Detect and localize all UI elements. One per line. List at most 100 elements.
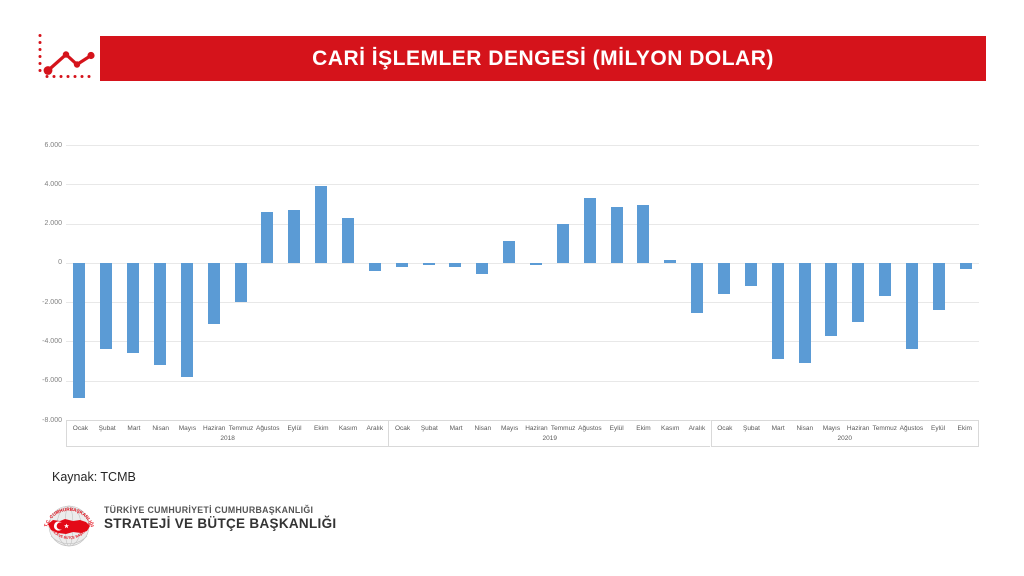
org-name-line1: TÜRKİYE CUMHURİYETİ CUMHURBAŞKANLIĞI: [104, 505, 314, 515]
month-label: Ocak: [717, 425, 733, 432]
month-label: Ekim: [636, 425, 651, 432]
bar-2020-: [717, 262, 730, 295]
bar-2018-Şubat: [100, 262, 113, 350]
bar-2018-Eylül: [288, 209, 301, 263]
bar-2019-: [449, 262, 462, 267]
bar-2018-Ekim: [315, 186, 328, 263]
bar-2018-Temmuz: [234, 262, 247, 303]
gridline: [66, 223, 979, 225]
month-label: Ekim: [314, 425, 329, 432]
title-banner: CARİ İŞLEMLER DENGESİ (MİLYON DOLAR): [100, 36, 986, 81]
bar-2018-Aralık: [368, 262, 381, 271]
month-label: Haziran: [846, 425, 870, 432]
month-label: Eylül: [287, 425, 302, 432]
month-label: Aralık: [366, 425, 384, 432]
bar-2019-: [503, 241, 516, 263]
page-title: CARİ İŞLEMLER DENGESİ (MİLYON DOLAR): [312, 46, 774, 70]
gridline: [66, 341, 979, 343]
month-label: Mart: [449, 425, 463, 432]
bar-2018-Mayıs: [180, 262, 193, 377]
month-label: Kasım: [338, 425, 358, 432]
bar-2020-: [932, 262, 945, 310]
gridline: [66, 380, 979, 382]
org-name-line2: STRATEJİ VE BÜTÇE BAŞKANLIĞI: [104, 516, 337, 531]
year-label: 2018: [220, 435, 235, 442]
y-axis-tick-label: 4.000: [44, 180, 62, 188]
bar-2018-Ocak: [73, 262, 86, 399]
axis-group-2020: Ocak Şubat Mart Nisan Mayıs Haziran Temmuz Ağus…: [710, 420, 979, 447]
bar-2020-: [771, 262, 784, 360]
bar-2020-: [959, 262, 972, 269]
bar-2019-: [691, 262, 703, 313]
month-label: Mart: [771, 425, 785, 432]
month-label: Ocak: [394, 425, 411, 432]
bar-2019-: [529, 262, 542, 265]
month-label: Nisan: [796, 425, 814, 432]
month-label: Temmuz: [228, 425, 254, 432]
month-label: Ağustos: [899, 425, 924, 432]
month-label: Aralık: [688, 425, 706, 432]
y-axis-tick-label: 6.000: [44, 141, 62, 149]
axis-group-2019: Ocak Şubat Mart Nisan Mayıs Haziran Temmuz Ağus…: [388, 420, 711, 447]
month-label: Temmuz: [550, 425, 576, 432]
bar-2019-: [610, 206, 623, 263]
month-label: Şubat: [420, 425, 438, 432]
month-label: Temmuz: [872, 425, 898, 432]
bar-2020-: [744, 262, 757, 287]
gridline: [66, 184, 979, 186]
month-label: Mayıs: [500, 425, 519, 432]
y-axis-tick-label: 2.000: [44, 220, 62, 228]
bar-2020-: [879, 262, 891, 297]
month-labels-row: Ocak Şubat Mart Nisan Mayıs Haziran Temmuz Ağus…: [712, 421, 979, 432]
month-label: Haziran: [203, 425, 226, 432]
source-note: Kaynak: TCMB: [52, 470, 136, 484]
bar-2018-Nisan: [154, 262, 166, 365]
month-label: Nisan: [152, 425, 169, 432]
month-label: Eylül: [931, 425, 946, 432]
bar-2018-Ağustos: [261, 211, 274, 263]
month-label: Ekim: [957, 425, 972, 432]
month-label: Eylül: [609, 425, 624, 432]
y-axis-tick-label: -6.000: [42, 377, 62, 385]
month-label: Mayıs: [822, 425, 841, 432]
chart-line-icon: [38, 34, 95, 78]
month-label: Mayıs: [178, 425, 197, 432]
month-labels-row: Ocak Şubat Mart Nisan Mayıs Haziran Temmuz Ağus…: [67, 421, 388, 432]
gridline: [66, 262, 979, 264]
bar-2019-: [637, 204, 650, 263]
year-label: 2019: [542, 435, 558, 442]
axis-group-2018: Ocak Şubat Mart Nisan Mayıs Haziran Temmuz Ağus…: [66, 420, 389, 447]
bar-2018-Kasım: [342, 217, 354, 263]
y-axis-tick-label: -2.000: [42, 298, 62, 306]
bar-2019-: [583, 198, 596, 263]
month-label: Haziran: [525, 425, 548, 432]
sbb-emblem-logo: T.C. CUMHURBAŞKANLIĞI STRATEJİ VE BÜTÇE …: [40, 497, 98, 555]
bar-2019-: [556, 223, 569, 263]
y-axis-tick-label: -8.000: [42, 416, 62, 424]
month-label: Kasım: [661, 425, 680, 432]
bar-2019-: [476, 262, 489, 274]
month-label: Ocak: [72, 425, 88, 432]
month-label: Mart: [127, 425, 141, 432]
month-label: Şubat: [742, 425, 760, 432]
month-label: Ağustos: [578, 425, 602, 432]
y-axis-tick-label: 0: [58, 259, 62, 267]
month-labels-row: Ocak Şubat Mart Nisan Mayıs Haziran Temmuz Ağus…: [389, 421, 710, 432]
gridline: [66, 145, 979, 146]
gridline: [66, 302, 979, 304]
month-label: Şubat: [98, 425, 116, 432]
bar-2020-: [825, 262, 838, 336]
footer-org-name: TÜRKİYE CUMHURİYETİ CUMHURBAŞKANLIĞI STR…: [104, 505, 336, 531]
bar-2020-: [905, 262, 918, 350]
month-label: Ağustos: [255, 425, 280, 432]
month-label: Nisan: [474, 425, 492, 432]
bar-2020-: [852, 262, 865, 322]
bar-2018-Mart: [127, 262, 140, 354]
bar-2020-: [798, 262, 811, 364]
bar-2018-Haziran: [207, 262, 220, 324]
bar-2019-: [664, 259, 677, 263]
y-axis-tick-label: -4.000: [42, 337, 62, 345]
bar-2019-: [395, 262, 408, 267]
